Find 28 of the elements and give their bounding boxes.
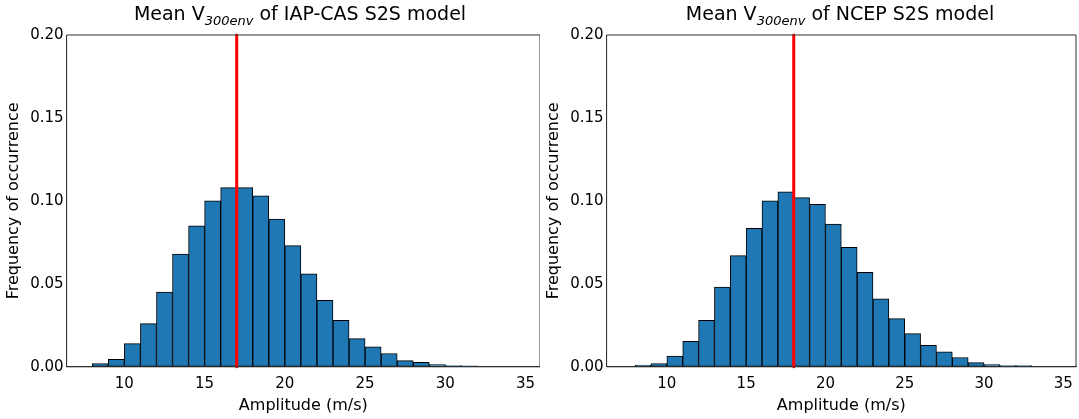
y-tick-label: 0.00 [30, 356, 64, 375]
x-tick-label: 25 [355, 373, 375, 392]
x-tick-label: 20 [815, 373, 835, 392]
y-tick-label: 0.00 [570, 356, 604, 375]
chart-title: Mean V$_{300env}$ of IAP-CAS S2S model [133, 2, 467, 28]
x-tick-label: 15 [736, 373, 756, 392]
x-tick-label: 25 [895, 373, 915, 392]
y-axis-title: Frequency of occurrence [2, 102, 22, 300]
x-tick-label: 35 [516, 373, 536, 392]
y-axis-title: Frequency of occurrence [542, 102, 562, 300]
x-axis-title: Amplitude (m/s) [238, 394, 368, 414]
x-axis-title: Amplitude (m/s) [776, 394, 906, 414]
y-tick-label: 0.05 [570, 273, 604, 292]
x-tick-label: 20 [275, 373, 295, 392]
x-tick-label: 30 [435, 373, 455, 392]
chart-title: Mean V$_{300env}$ of NCEP S2S model [685, 2, 995, 28]
x-tick-label: 10 [657, 373, 677, 392]
y-tick-label: 0.20 [30, 24, 64, 43]
y-tick-label: 0.15 [30, 107, 64, 126]
y-tick-label: 0.15 [570, 107, 604, 126]
y-tick-label: 0.10 [570, 190, 604, 209]
y-tick-label: 0.05 [30, 273, 64, 292]
x-tick-label: 35 [1053, 373, 1073, 392]
x-tick-label: 30 [974, 373, 994, 392]
x-tick-label: 15 [195, 373, 215, 392]
y-tick-label: 0.10 [30, 190, 64, 209]
y-tick-label: 0.20 [570, 24, 604, 43]
x-tick-label: 10 [114, 373, 134, 392]
